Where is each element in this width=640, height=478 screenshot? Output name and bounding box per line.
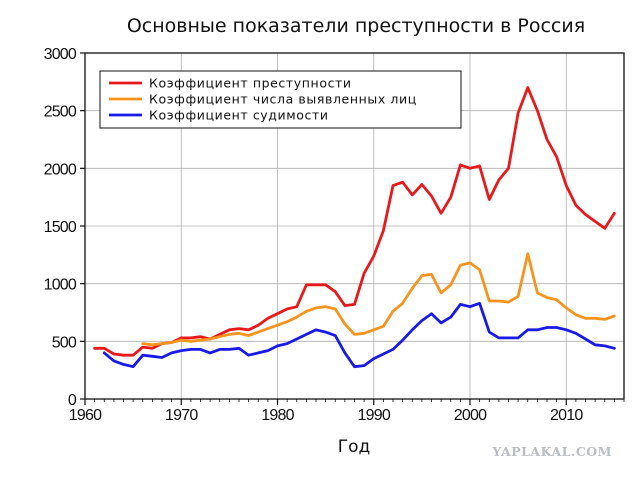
y-tick-label: 2000 <box>44 161 77 178</box>
watermark: YAPLAKAL.COM <box>491 444 612 459</box>
x-tick-label: 1980 <box>261 407 294 424</box>
chart-title: Основные показатели преступности в Росси… <box>127 15 585 37</box>
y-tick-label: 1500 <box>44 219 77 236</box>
y-tick-label: 2500 <box>44 104 77 121</box>
y-tick-label: 3000 <box>44 46 77 63</box>
series-line-1 <box>93 86 616 357</box>
y-tick-label: 0 <box>68 392 77 409</box>
series-line-2 <box>141 252 616 347</box>
series-line-3 <box>102 301 616 369</box>
x-tick-label: 1990 <box>358 407 391 424</box>
y-tick-label: 1000 <box>44 277 77 294</box>
x-tick-label: 1960 <box>69 407 102 424</box>
legend-label-1: Коэффициент преступности <box>149 76 352 91</box>
series-lines <box>93 86 616 369</box>
axis-ticks: 1960 1970 1980 1990 2000 2010 0 500 1000 1500 2000… <box>44 46 625 424</box>
x-axis-label: Год <box>338 437 371 457</box>
x-tick-label: 2010 <box>550 407 583 424</box>
y-tick-label: 500 <box>52 334 77 351</box>
legend-label-2: Коэффициент числа выявленных лиц <box>149 92 417 107</box>
x-tick-label: 1970 <box>165 407 198 424</box>
legend-box <box>99 70 462 129</box>
x-tick-label: 2000 <box>454 407 487 424</box>
legend-label-3: Коэффициент судимости <box>149 108 329 123</box>
